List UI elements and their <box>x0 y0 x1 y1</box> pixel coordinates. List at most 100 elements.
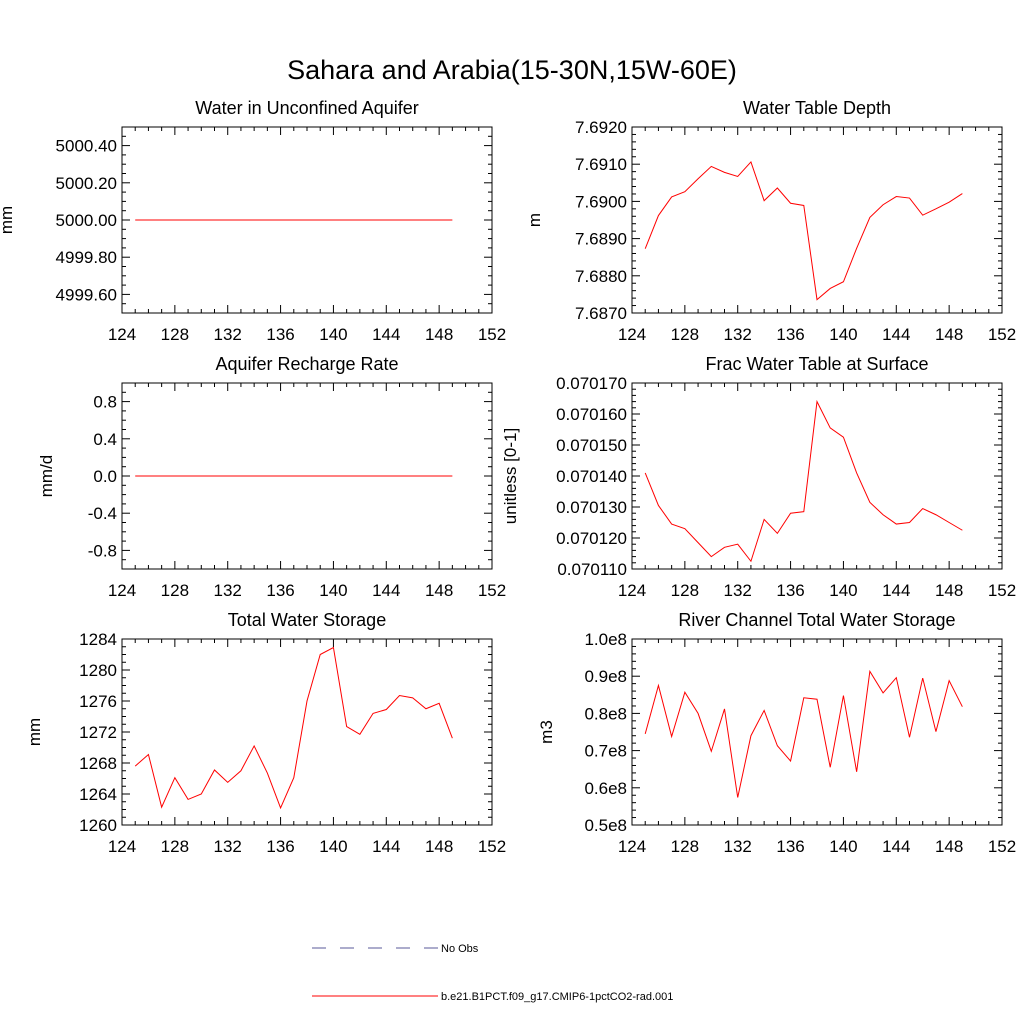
y-tick-label: 7.6900 <box>575 192 627 211</box>
y-tick-label: -0.8 <box>88 541 117 560</box>
legend-label-model-run: b.e21.B1PCT.f09_g17.CMIP6-1pctCO2-rad.00… <box>441 991 673 1003</box>
x-tick-label: 140 <box>829 837 857 856</box>
panel-water-table-depth: 124 128 132 136 140 144 148 152 7.6870 7.6880 7.68… <box>525 98 1016 344</box>
y-tick-label: 1272 <box>79 723 117 742</box>
panels: 124 128 132 136 140 144 148 152 4999.60 4999.80 50… <box>0 98 1016 856</box>
y-tick-label: 1268 <box>79 754 117 773</box>
x-tick-label: 136 <box>266 837 294 856</box>
x-tick-label: 152 <box>478 837 506 856</box>
y-tick-label: 1264 <box>79 785 117 804</box>
panel-total-water-storage: 124 128 132 136 140 144 148 152 1260 1264 1268 1272… <box>25 610 506 856</box>
x-tick-label: 152 <box>478 581 506 600</box>
x-tick-label: 144 <box>372 581 400 600</box>
x-tick-label: 152 <box>988 325 1016 344</box>
y-tick-label: 0.5e8 <box>584 816 627 835</box>
x-tick-label: 148 <box>425 837 453 856</box>
x-tick-label: 140 <box>829 581 857 600</box>
y-axis-label: unitless [0-1] <box>501 428 520 524</box>
panel-frac-water-table-at-surface: 124 128 132 136 140 144 148 152 0.070110 0.070120… <box>501 354 1016 600</box>
series-line <box>644 399 963 563</box>
x-tick-label: 148 <box>935 325 963 344</box>
plot-frame <box>631 382 1003 570</box>
y-tick-label: 7.6870 <box>575 304 627 323</box>
panel-title: Water in Unconfined Aquifer <box>195 98 418 118</box>
y-tick-label: 7.6880 <box>575 267 627 286</box>
x-tick-label: 124 <box>618 581 646 600</box>
x-tick-label: 148 <box>935 837 963 856</box>
x-tick-label: 128 <box>671 325 699 344</box>
x-tick-label: 124 <box>108 325 136 344</box>
y-tick-label: 0.8e8 <box>584 704 627 723</box>
y-tick-label: 5000.40 <box>56 137 117 156</box>
x-tick-label: 132 <box>214 581 242 600</box>
legend: No Obs b.e21.B1PCT.f09_g17.CMIP6-1pctCO2… <box>312 943 673 1003</box>
y-tick-label: 4999.80 <box>56 248 117 267</box>
plot-frame <box>631 126 1003 314</box>
panel-aquifer-recharge-rate: 124 128 132 136 140 144 148 152 -0.8 -0.4 0.0 0.4 0.… <box>37 354 506 600</box>
x-tick-label: 128 <box>161 581 189 600</box>
y-tick-label: 0.070160 <box>556 405 627 424</box>
plot-frame <box>121 638 493 826</box>
x-tick-label: 132 <box>214 837 242 856</box>
x-tick-label: 140 <box>319 837 347 856</box>
y-tick-label: 1276 <box>79 692 117 711</box>
x-tick-label: 152 <box>988 837 1016 856</box>
y-tick-label: 0.6e8 <box>584 779 627 798</box>
x-tick-label: 128 <box>161 325 189 344</box>
y-tick-label: 7.6910 <box>575 155 627 174</box>
y-tick-label: 0.070170 <box>556 374 627 393</box>
y-tick-label: 7.6920 <box>575 118 627 137</box>
panel-title: Total Water Storage <box>228 610 386 630</box>
x-tick-label: 140 <box>829 325 857 344</box>
x-tick-label: 144 <box>882 837 910 856</box>
y-tick-label: 5000.00 <box>56 211 117 230</box>
x-tick-label: 140 <box>319 325 347 344</box>
y-tick-label: 1.0e8 <box>584 630 627 649</box>
x-tick-label: 144 <box>372 837 400 856</box>
x-tick-label: 144 <box>882 325 910 344</box>
x-tick-label: 136 <box>266 325 294 344</box>
y-tick-label: 0.070110 <box>557 560 627 579</box>
x-tick-label: 128 <box>161 837 189 856</box>
y-axis-label: mm <box>25 718 44 746</box>
y-tick-label: 1260 <box>79 816 117 835</box>
y-tick-label: 5000.20 <box>56 174 117 193</box>
panel-title: Water Table Depth <box>743 98 891 118</box>
y-tick-label: 0.8 <box>93 393 117 412</box>
series-line <box>644 161 963 301</box>
x-tick-label: 132 <box>724 325 752 344</box>
figure-title: Sahara and Arabia(15-30N,15W-60E) <box>287 55 737 85</box>
x-tick-label: 140 <box>319 581 347 600</box>
x-tick-label: 132 <box>724 837 752 856</box>
y-tick-label: 7.6890 <box>575 230 627 249</box>
x-tick-label: 124 <box>618 325 646 344</box>
y-tick-label: 1280 <box>79 661 117 680</box>
x-tick-label: 148 <box>425 325 453 344</box>
y-tick-label: 0.9e8 <box>584 667 627 686</box>
x-tick-label: 132 <box>214 325 242 344</box>
y-tick-label: -0.4 <box>88 504 117 523</box>
y-axis-label: m3 <box>537 720 556 744</box>
panel-water-in-unconfined-aquifer: 124 128 132 136 140 144 148 152 4999.60 4999.80 50… <box>0 98 506 344</box>
y-tick-label: 0.0 <box>93 467 117 486</box>
panel-title: Frac Water Table at Surface <box>705 354 928 374</box>
x-tick-label: 152 <box>988 581 1016 600</box>
x-tick-label: 144 <box>882 581 910 600</box>
x-tick-label: 136 <box>776 837 804 856</box>
legend-label-no-obs: No Obs <box>441 943 479 955</box>
y-tick-label: 1284 <box>79 630 117 649</box>
x-tick-label: 136 <box>266 581 294 600</box>
x-tick-label: 124 <box>618 837 646 856</box>
y-axis-label: mm/d <box>37 455 56 498</box>
x-tick-label: 148 <box>425 581 453 600</box>
panel-title: River Channel Total Water Storage <box>678 610 955 630</box>
y-tick-label: 0.070150 <box>556 436 627 455</box>
x-tick-label: 132 <box>724 581 752 600</box>
series-line <box>644 669 963 798</box>
x-tick-label: 124 <box>108 581 136 600</box>
y-tick-label: 0.4 <box>93 430 117 449</box>
y-tick-label: 0.070120 <box>556 529 627 548</box>
x-tick-label: 136 <box>776 581 804 600</box>
x-tick-label: 144 <box>372 325 400 344</box>
